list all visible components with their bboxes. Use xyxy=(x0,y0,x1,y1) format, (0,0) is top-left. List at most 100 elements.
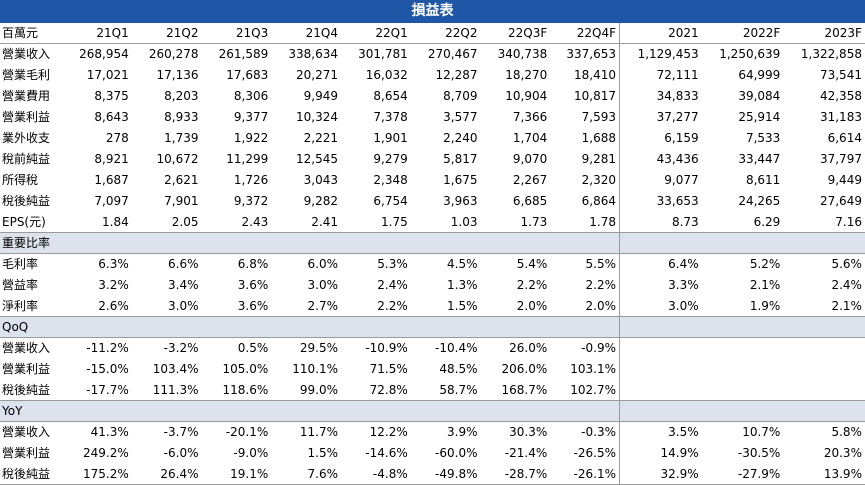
cell: 3.0% xyxy=(620,296,702,317)
cell: 260,278 xyxy=(148,47,199,61)
cell: -26.5% xyxy=(550,443,620,464)
cell: 1.84 xyxy=(62,212,132,233)
cell: 22Q3F xyxy=(480,23,551,44)
cell: 8,654 xyxy=(373,89,408,103)
cell: 37,277 xyxy=(656,110,699,124)
cell: 2021 xyxy=(620,23,702,44)
cell: 12,287 xyxy=(435,68,478,82)
cell: 48.5% xyxy=(439,362,478,376)
cell: 7,901 xyxy=(164,194,199,208)
cell: 1.78 xyxy=(550,212,620,233)
cell: 9,449 xyxy=(827,173,862,187)
cell: 3.6% xyxy=(201,296,272,317)
cell: 2.0% xyxy=(550,296,620,317)
cell: 2.0% xyxy=(480,296,551,317)
cell: 7,378 xyxy=(373,110,408,124)
cell: 10,672 xyxy=(156,152,199,166)
cell: 41.3% xyxy=(90,425,129,439)
cell: -60.0% xyxy=(435,446,478,460)
cell: 39,084 xyxy=(738,89,781,103)
cell: 1,704 xyxy=(512,131,548,145)
cell: 10.7% xyxy=(742,425,781,439)
cell: -27.9% xyxy=(701,464,784,485)
cell: 1,322,858 xyxy=(800,47,862,61)
cell: 270,467 xyxy=(427,47,478,61)
cell: 2.05 xyxy=(131,212,202,233)
cell: 8,306 xyxy=(233,89,269,103)
cell: 8.73 xyxy=(620,212,702,233)
row-label: 業外收支 xyxy=(2,131,51,145)
cell: 7,593 xyxy=(550,107,620,128)
section-header: 重要比率 xyxy=(0,233,620,254)
cell: 6.4% xyxy=(668,257,699,271)
cell: -21.4% xyxy=(504,446,548,460)
cell: 1.5% xyxy=(307,446,339,460)
cell: -20.1% xyxy=(225,425,269,439)
cell: 102.7% xyxy=(550,380,620,401)
cell: -6.0% xyxy=(163,446,199,460)
cell: 26.4% xyxy=(131,464,202,485)
cell: 3.9% xyxy=(447,425,478,439)
cell: 2,320 xyxy=(550,170,620,191)
row-label: 淨利率 xyxy=(0,296,62,317)
cell: -4.8% xyxy=(341,464,411,485)
cell: 7,366 xyxy=(512,110,548,124)
cell: 24,265 xyxy=(738,194,781,208)
cell: 12.2% xyxy=(369,425,408,439)
cell: 103.4% xyxy=(152,362,199,376)
cell: 2.1% xyxy=(783,296,865,317)
row-label: 營業費用 xyxy=(2,89,51,103)
cell: 2.2% xyxy=(516,278,548,292)
cell: 10,324 xyxy=(296,110,338,124)
cell: 2,267 xyxy=(512,173,548,187)
cell: -0.3% xyxy=(550,422,620,443)
cell: 1,739 xyxy=(164,131,199,145)
cell: 3.2% xyxy=(98,278,129,292)
cell: 5.3% xyxy=(377,257,408,271)
cell: 3.0% xyxy=(131,296,202,317)
cell: 25,914 xyxy=(738,110,781,124)
cell: 6.29 xyxy=(701,212,784,233)
cell: 2,221 xyxy=(303,131,338,145)
cell: 34,833 xyxy=(656,89,699,103)
row-label: 所得稅 xyxy=(2,173,39,187)
cell: 72,111 xyxy=(656,68,699,82)
cell xyxy=(620,338,702,359)
cell: 206.0% xyxy=(501,362,548,376)
cell: 8,611 xyxy=(745,173,781,187)
cell: -9.0% xyxy=(233,446,269,460)
cell: 10,904 xyxy=(505,89,548,103)
cell: 11,299 xyxy=(226,152,269,166)
cell: -0.9% xyxy=(550,338,620,359)
cell: 9,077 xyxy=(664,173,699,187)
cell: 5.4% xyxy=(516,257,548,271)
cell: -10.9% xyxy=(365,341,408,355)
section-fill xyxy=(620,233,865,254)
cell: 6,754 xyxy=(373,194,408,208)
cell: 2.4% xyxy=(831,278,862,292)
cell: 3,577 xyxy=(443,110,478,124)
cell: 1,688 xyxy=(550,128,620,149)
cell: 6.0% xyxy=(307,257,339,271)
cell: 340,738 xyxy=(497,47,548,61)
cell: 27,649 xyxy=(819,194,862,208)
cell: 9,282 xyxy=(303,194,338,208)
row-label: 營業利益 xyxy=(2,446,51,460)
cell: 111.3% xyxy=(131,380,202,401)
cell: 9,281 xyxy=(550,149,620,170)
cell: 42,358 xyxy=(819,89,862,103)
cell: -49.8% xyxy=(410,464,481,485)
cell: 6.3% xyxy=(98,257,129,271)
cell: 1.3% xyxy=(447,278,478,292)
cell: 21Q1 xyxy=(62,23,132,44)
row-label: 營業收入 xyxy=(2,47,51,61)
cell xyxy=(620,380,702,401)
cell: 110.1% xyxy=(292,362,338,376)
cell: 0.5% xyxy=(237,341,269,355)
cell: 64,999 xyxy=(738,68,781,82)
row-label: 百萬元 xyxy=(0,23,62,44)
section-fill xyxy=(620,401,865,422)
cell: 22Q2 xyxy=(410,23,481,44)
cell: 20.3% xyxy=(823,446,862,460)
cell: 6,864 xyxy=(550,191,620,212)
